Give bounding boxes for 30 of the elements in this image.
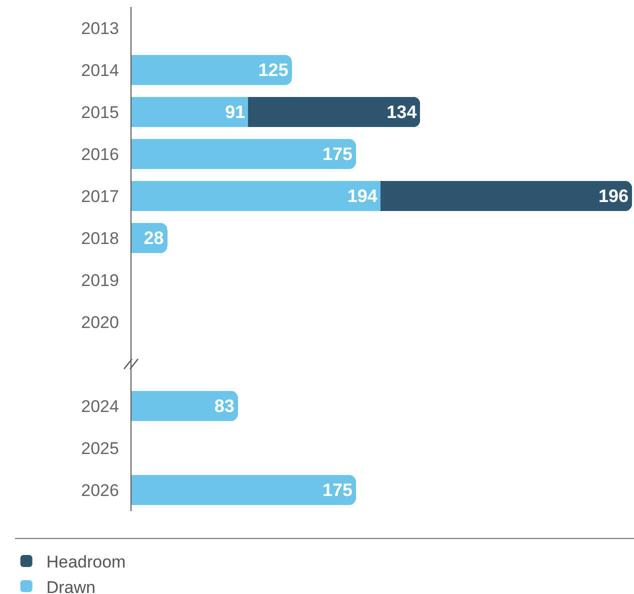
data-label: 91 (225, 102, 246, 122)
data-label: 125 (258, 60, 288, 80)
y-tick-label: 2014 (81, 60, 119, 80)
bar (380, 180, 632, 212)
y-tick-label: 2013 (81, 18, 119, 38)
data-label: 175 (322, 480, 353, 500)
data-label: 28 (144, 228, 164, 248)
bar (131, 54, 292, 86)
y-tick-label: 2020 (81, 312, 119, 332)
y-tick-label: 2015 (81, 102, 119, 122)
y-tick-label: 2026 (81, 480, 119, 500)
data-label: 134 (386, 102, 417, 122)
y-tick-label: 2017 (81, 186, 119, 206)
y-tick-label: 2016 (81, 144, 119, 164)
y-tick-label: 2024 (81, 396, 119, 416)
bar (131, 180, 380, 212)
bar (131, 138, 356, 170)
bar (131, 390, 238, 422)
y-tick-label: 2025 (81, 438, 119, 458)
data-label: 194 (347, 186, 378, 206)
y-tick-label: 2019 (81, 270, 119, 290)
y-tick-label: 2018 (81, 228, 119, 248)
data-label: 196 (598, 186, 629, 206)
bar (131, 96, 248, 128)
legend-label: Headroom (46, 552, 126, 572)
data-label: 83 (214, 396, 234, 416)
bar (131, 474, 356, 506)
legend-label: Drawn (46, 578, 96, 594)
data-label: 175 (322, 144, 353, 164)
bar (248, 96, 420, 128)
